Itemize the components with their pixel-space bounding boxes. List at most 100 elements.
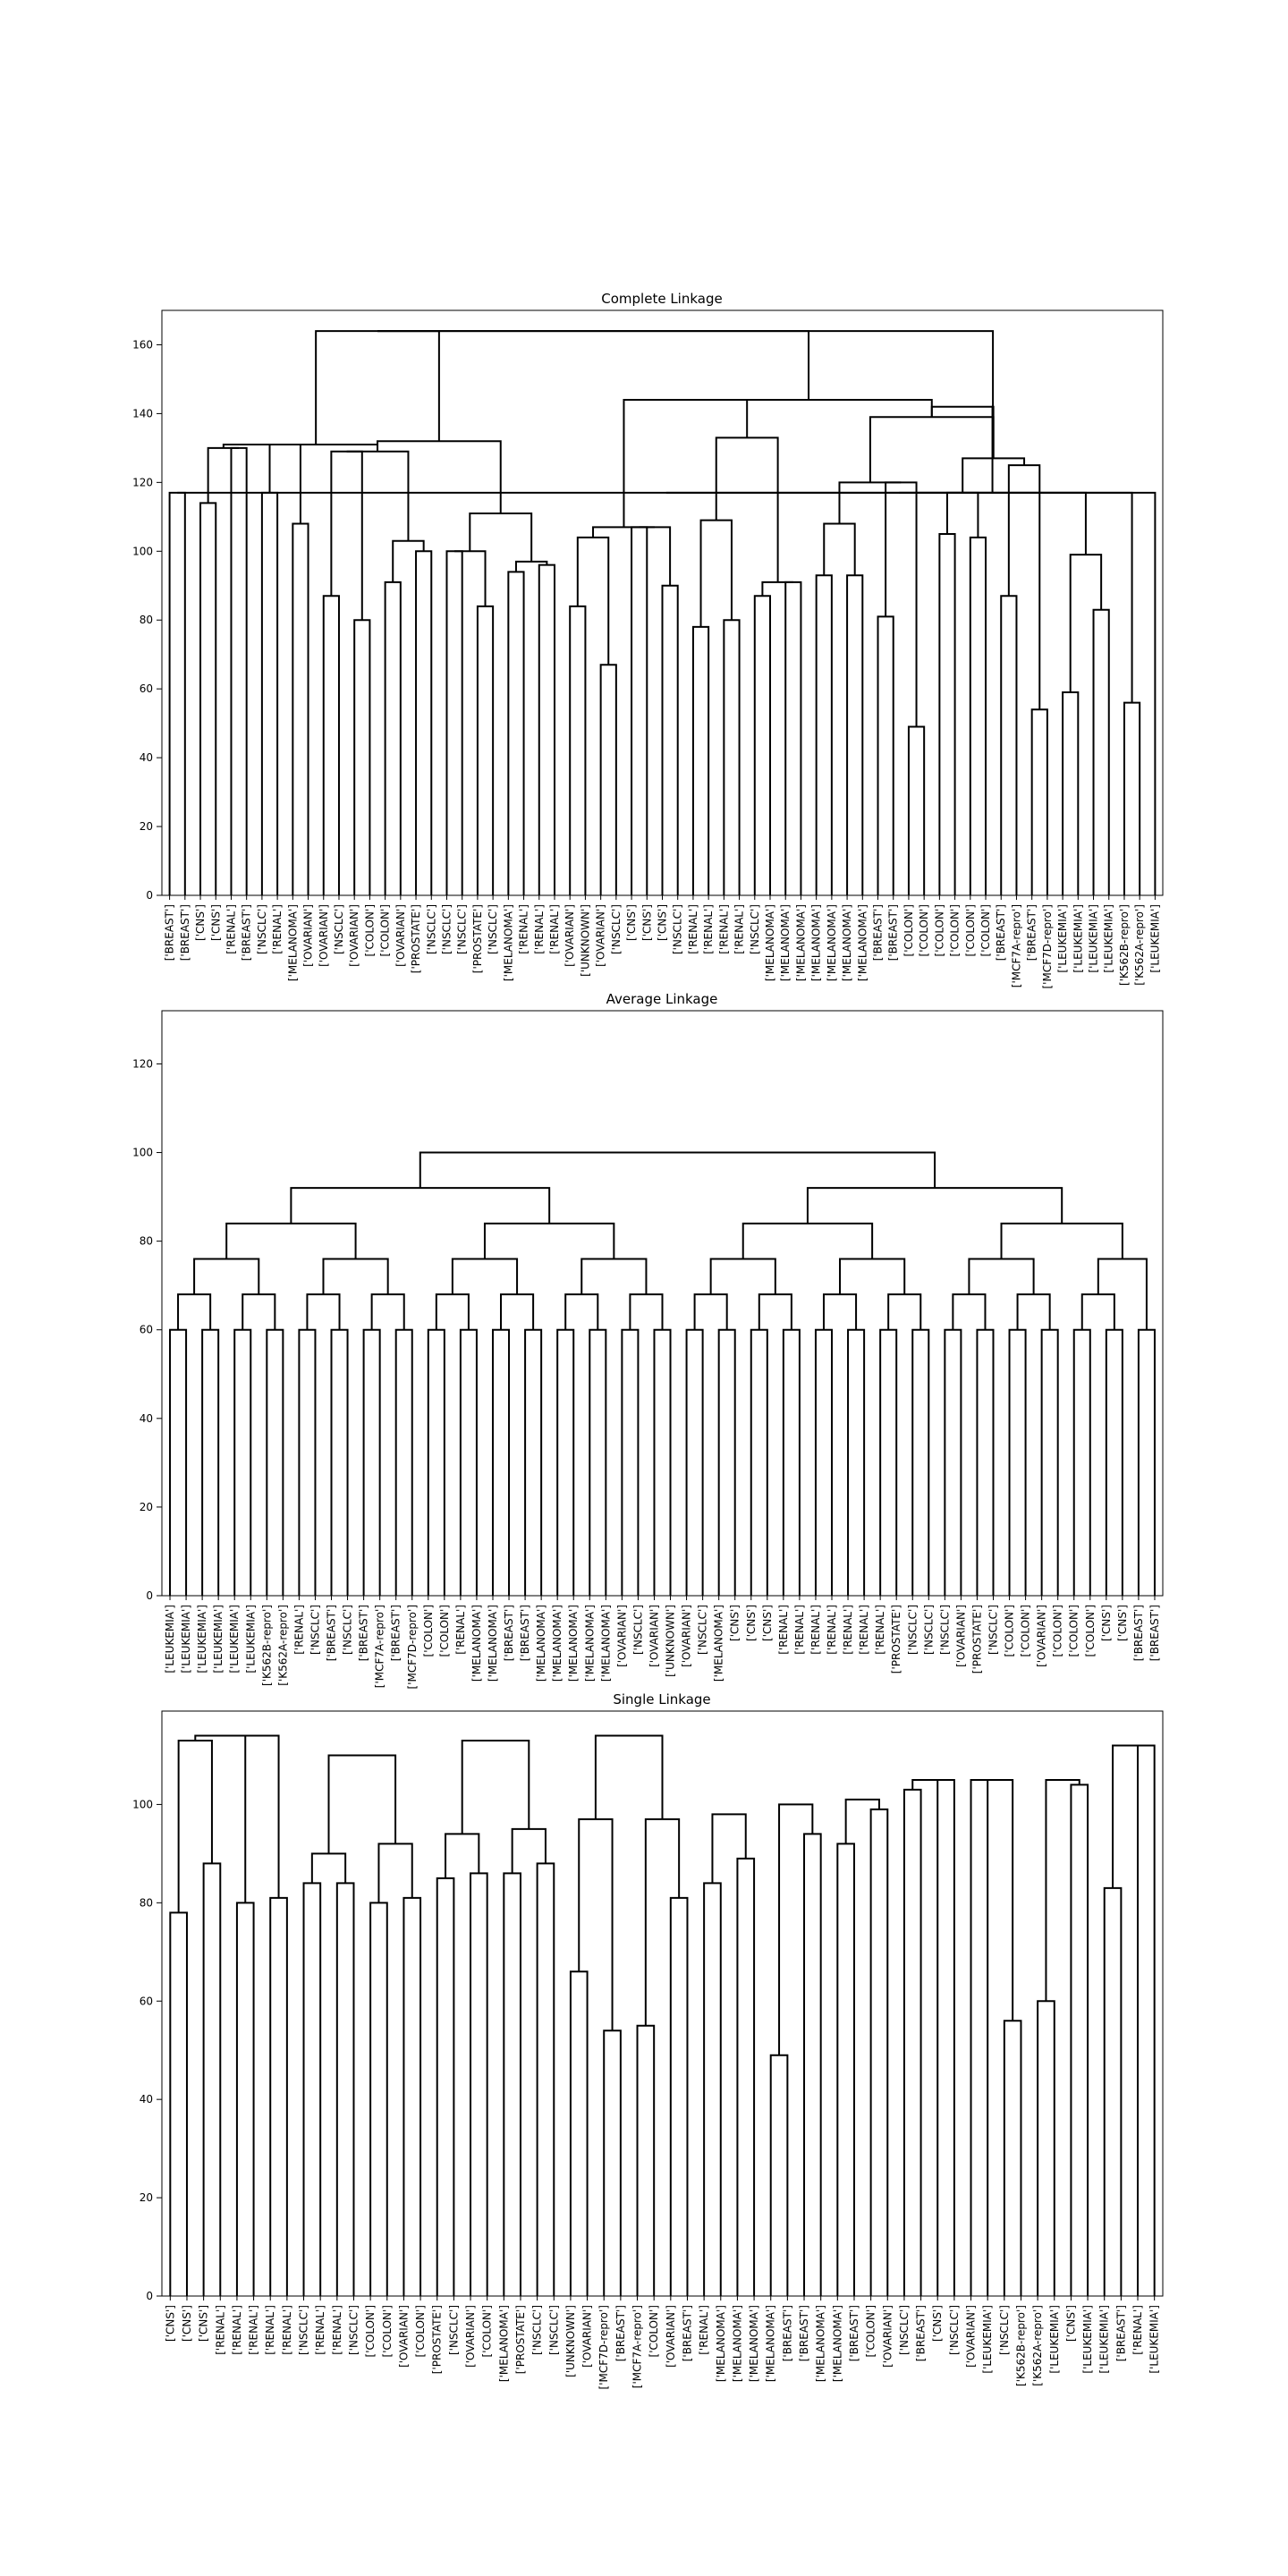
leaf-label: ['BREAST'] [326,1605,338,1661]
dendrogram-link [419,1151,936,1189]
leaf-label: ['BREAST'] [390,1605,402,1661]
leaf-label: ['OVARIAN'] [595,904,607,967]
leaf-label: ['CNS'] [761,1605,774,1641]
leaf-label: ['LEUKEMIA'] [164,1605,176,1674]
leaf-label: ['COLON'] [381,2305,394,2357]
leaf-label: ['UNKNOWN'] [665,1605,677,1677]
y-tick-label: 60 [140,1324,153,1336]
dendrogram-link [945,491,979,538]
leaf-label: ['RENAL'] [264,2305,276,2355]
dendrogram-link [594,1734,664,1819]
leaf-label: ['OVARIAN'] [965,2305,978,2368]
leaf-label: ['MELANOMA'] [713,1605,725,1682]
dendrogram-link [639,526,672,586]
dendrogram-link [750,1328,768,1596]
dendrogram-link [621,1328,640,1596]
leaf-label: ['MELANOMA'] [583,1605,596,1682]
dendrogram-link [1069,554,1103,693]
leaf-label: ['OVARIAN'] [348,904,360,967]
leaf-label: ['RENAL'] [271,904,284,954]
leaf-label: ['COLON'] [481,2305,494,2357]
leaf-label: ['PROSTATE'] [970,1605,983,1674]
dendrogram-link [302,1882,322,2296]
dendrogram-link [1062,691,1080,895]
chart-title: Complete Linkage [601,291,722,307]
leaf-label: ['NSCLC'] [948,2305,961,2355]
dendrogram-link [346,450,410,541]
leaf-label: ['K562A-repro'] [1133,904,1146,986]
leaf-label: ['BREAST'] [358,1605,370,1661]
y-tick-label: 20 [140,820,153,833]
leaf-label: ['MELANOMA'] [779,904,792,981]
dendrogram-link [330,1328,349,1596]
leaf-label: ['CNS'] [931,2305,944,2342]
leaf-label: ['BREAST'] [798,2305,810,2361]
y-tick-label: 120 [132,1057,153,1070]
complete-linkage-panel: Complete Linkage 0 20 40 60 80 100 120 140 160 [… [132,291,1164,988]
y-tick-label: 100 [132,545,153,557]
dendrogram-link [693,1293,728,1330]
dendrogram-link [322,1258,389,1295]
leaf-label: ['BREAST'] [1026,904,1038,961]
leaf-label: ['CNS'] [194,904,207,941]
leaf-label: ['UNKNOWN'] [579,904,591,977]
leaf-label: ['LEUKEMIA'] [244,1605,257,1674]
leaf-label: ['NSCLC'] [906,1605,919,1655]
leaf-label: ['NSCLC'] [547,2305,560,2355]
dendrogram-link [266,1328,284,1596]
leaf-label: ['CNS'] [1064,2305,1077,2342]
leaf-label: ['LEUKEMIA'] [1088,904,1100,973]
leaf-label: ['RENAL'] [314,2305,326,2355]
leaf-label: ['NSCLC'] [938,1605,951,1655]
leaf-label: ['NSCLC'] [342,1605,354,1655]
y-tick-label: 40 [140,2093,153,2106]
leaf-label: ['LEUKEMIA'] [212,1605,225,1674]
leaf-label: ['BREAST'] [995,904,1007,961]
leaf-label: ['CNS'] [745,1605,758,1641]
dendrogram-link [310,1852,347,1884]
leaf-label: ['COLON'] [1084,1605,1097,1657]
dendrogram-link [629,1293,664,1330]
dendrogram-link [394,1328,413,1596]
dendrogram-link [507,571,525,895]
dendrogram-link [879,1328,898,1596]
leaf-label: ['NSCLC'] [898,2305,911,2355]
leaf-label: ['MELANOMA'] [748,2305,760,2382]
leaf-label: ['UNKNOWN'] [564,2305,577,2377]
dendrogram-link [177,491,1157,895]
dendrogram-link [758,1293,792,1330]
leaf-label: ['MELANOMA'] [731,2305,743,2382]
chart-title: Single Linkage [613,1691,710,1707]
dendrogram-link [225,1222,357,1259]
dendrogram-link [476,605,495,895]
average-linkage-panel: Average Linkage 0 20 40 60 80 100 120 ['LEUKEM… [132,991,1164,1689]
leaf-label: ['BREAST'] [1114,2305,1127,2361]
leaf-label: ['LEUKEMIA'] [981,2305,994,2374]
leaf-label: ['K562B-repro'] [1014,2305,1027,2386]
dendrogram-link [292,522,309,895]
leaf-label: ['MELANOMA'] [856,904,869,981]
dendrogram-link [306,1293,341,1330]
leaf-label: ['OVARIAN'] [615,1605,628,1667]
leaf-label: ['CNS'] [198,2305,210,2342]
leaf-label: ['CNS'] [209,904,222,941]
leaf-label: ['BREAST'] [848,2305,860,2361]
leaf-label: ['MELANOMA'] [487,1605,499,1682]
dendrogram-link [711,1813,747,1884]
leaf-label: ['CNS'] [181,2305,193,2342]
dendrogram-link [1103,1886,1123,2296]
dendrogram-link [1137,1328,1156,1596]
leaf-label: ['MELANOMA'] [794,904,807,981]
dendrogram-link [451,1258,519,1295]
leaf-label: ['BREAST'] [614,2305,627,2361]
leaf-label: ['COLON'] [933,904,945,956]
y-tick-label: 0 [146,889,153,902]
leaf-label: ['MCF7A-repro'] [631,2305,644,2388]
leaf-label: ['MELANOMA'] [502,904,514,981]
dendrogram-link [736,1857,756,2296]
dendrogram-link [822,1293,858,1330]
dendrogram-link [576,536,610,665]
leaf-label: ['RENAL'] [454,1605,467,1655]
leaf-label: ['PROSTATE'] [890,1605,902,1674]
leaf-label: ['RENAL'] [533,904,546,954]
